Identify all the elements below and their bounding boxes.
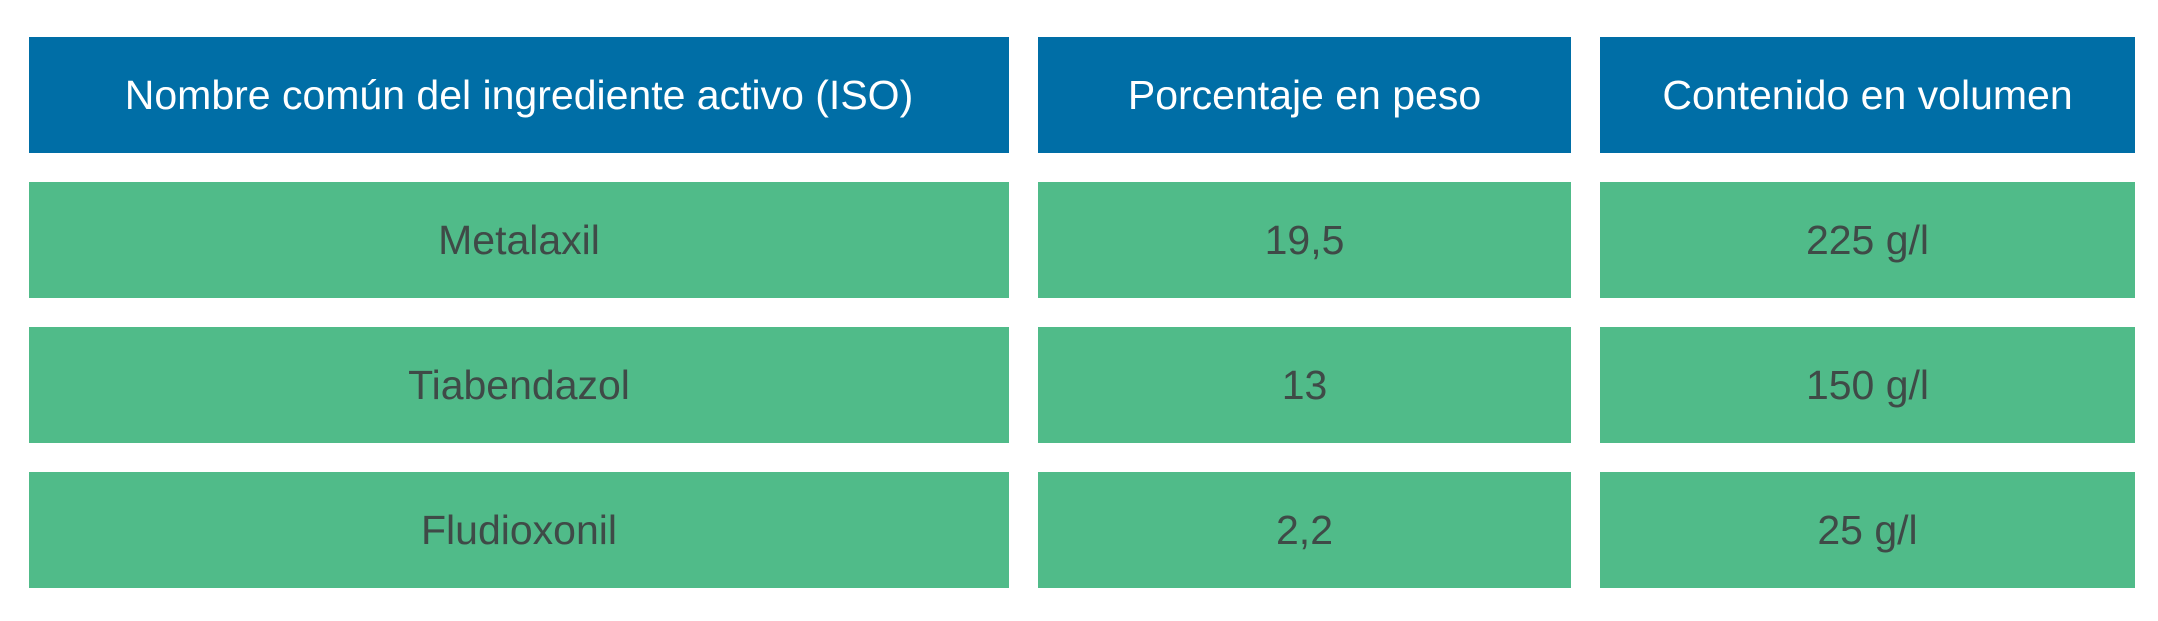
- row-1-ingredient-name: Metalaxil: [29, 182, 1009, 298]
- row-3-ingredient-name: Fludioxonil: [29, 472, 1009, 588]
- row-2-ingredient-name: Tiabendazol: [29, 327, 1009, 443]
- row-1-volume-content: 225 g/l: [1600, 182, 2135, 298]
- header-weight-percentage: Porcentaje en peso: [1038, 37, 1571, 153]
- header-volume-content: Contenido en volumen: [1600, 37, 2135, 153]
- row-1-weight-percentage: 19,5: [1038, 182, 1571, 298]
- ingredients-table: Nombre común del ingrediente activo (ISO…: [29, 37, 2135, 588]
- row-3-weight-percentage: 2,2: [1038, 472, 1571, 588]
- row-3-volume-content: 25 g/l: [1600, 472, 2135, 588]
- header-ingredient-name: Nombre común del ingrediente activo (ISO…: [29, 37, 1009, 153]
- row-2-weight-percentage: 13: [1038, 327, 1571, 443]
- row-2-volume-content: 150 g/l: [1600, 327, 2135, 443]
